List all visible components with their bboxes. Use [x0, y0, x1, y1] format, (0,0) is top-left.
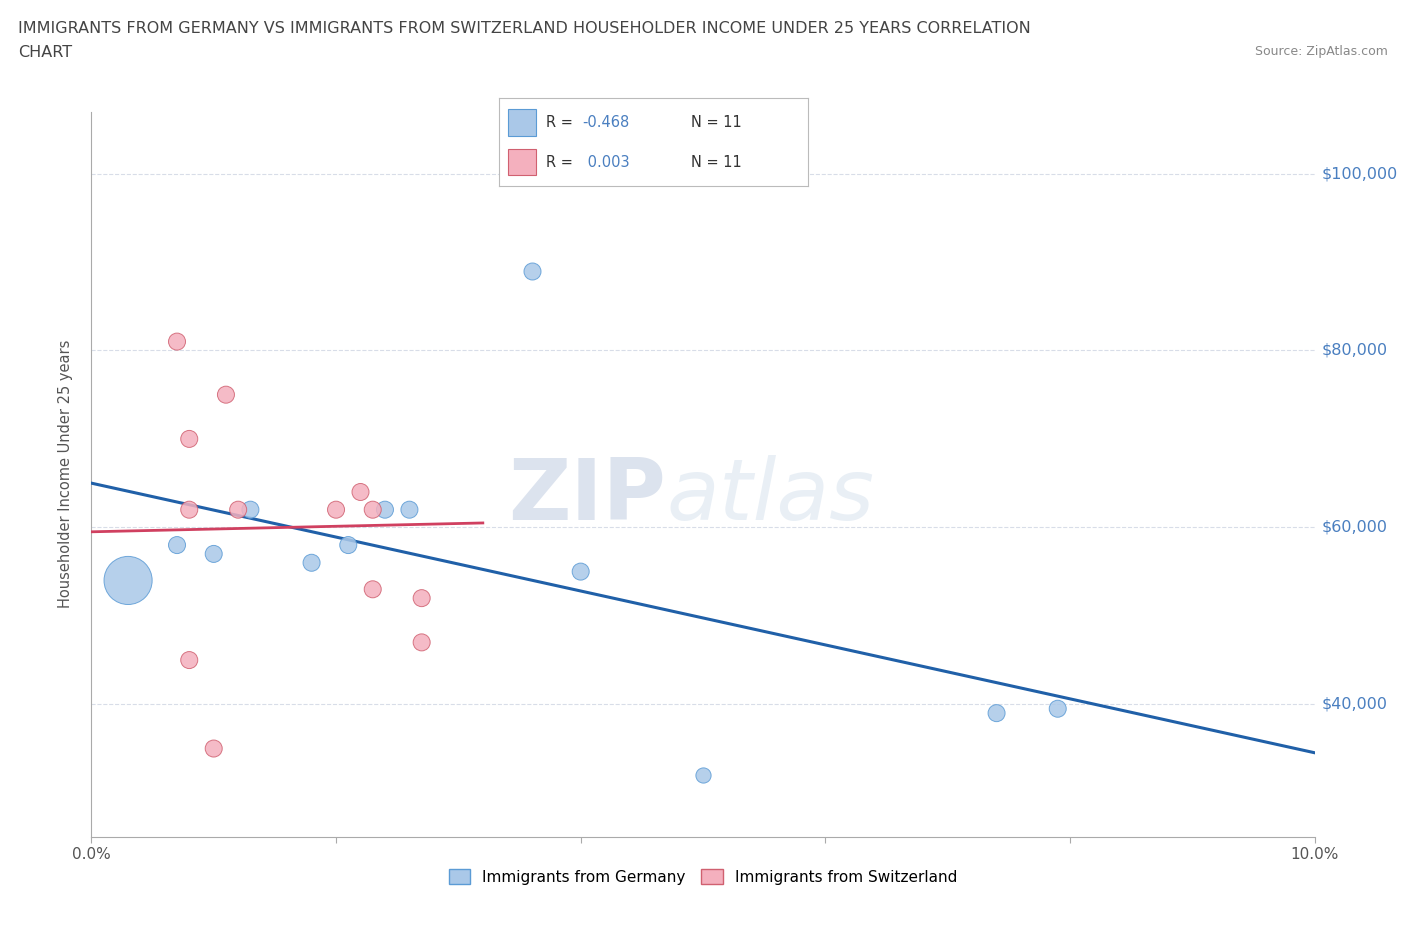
Text: Source: ZipAtlas.com: Source: ZipAtlas.com — [1254, 45, 1388, 58]
Text: $60,000: $60,000 — [1322, 520, 1388, 535]
Point — [202, 547, 225, 562]
Text: $40,000: $40,000 — [1322, 697, 1388, 711]
Point — [411, 591, 433, 605]
Legend: Immigrants from Germany, Immigrants from Switzerland: Immigrants from Germany, Immigrants from… — [443, 863, 963, 891]
Point — [349, 485, 371, 499]
Point — [398, 502, 420, 517]
Text: $100,000: $100,000 — [1322, 166, 1398, 181]
Point — [374, 502, 396, 517]
Text: CHART: CHART — [18, 45, 72, 60]
Text: IMMIGRANTS FROM GERMANY VS IMMIGRANTS FROM SWITZERLAND HOUSEHOLDER INCOME UNDER : IMMIGRANTS FROM GERMANY VS IMMIGRANTS FR… — [18, 21, 1031, 36]
Bar — [509, 149, 536, 176]
Point — [166, 538, 188, 552]
Point — [239, 502, 262, 517]
Bar — [509, 109, 536, 136]
Point — [117, 573, 139, 588]
Point — [166, 334, 188, 349]
Text: ZIP: ZIP — [509, 455, 666, 538]
Text: N = 11: N = 11 — [690, 115, 741, 130]
Text: N = 11: N = 11 — [690, 154, 741, 169]
Point — [202, 741, 225, 756]
Point — [325, 502, 347, 517]
Point — [411, 635, 433, 650]
Point — [179, 653, 201, 668]
Point — [179, 502, 201, 517]
Text: R =: R = — [546, 154, 576, 169]
Text: -0.468: -0.468 — [582, 115, 630, 130]
Point — [520, 263, 543, 278]
Text: atlas: atlas — [666, 455, 875, 538]
Point — [569, 565, 592, 579]
Y-axis label: Householder Income Under 25 years: Householder Income Under 25 years — [58, 340, 73, 608]
Point — [226, 502, 249, 517]
Text: 0.003: 0.003 — [582, 154, 630, 169]
Point — [1046, 701, 1069, 716]
Text: $80,000: $80,000 — [1322, 343, 1388, 358]
Point — [986, 706, 1008, 721]
Point — [337, 538, 360, 552]
Point — [215, 387, 238, 402]
Point — [361, 502, 384, 517]
Point — [179, 432, 201, 446]
Point — [361, 582, 384, 597]
Text: R =: R = — [546, 115, 576, 130]
Point — [692, 767, 714, 782]
Point — [301, 555, 323, 570]
